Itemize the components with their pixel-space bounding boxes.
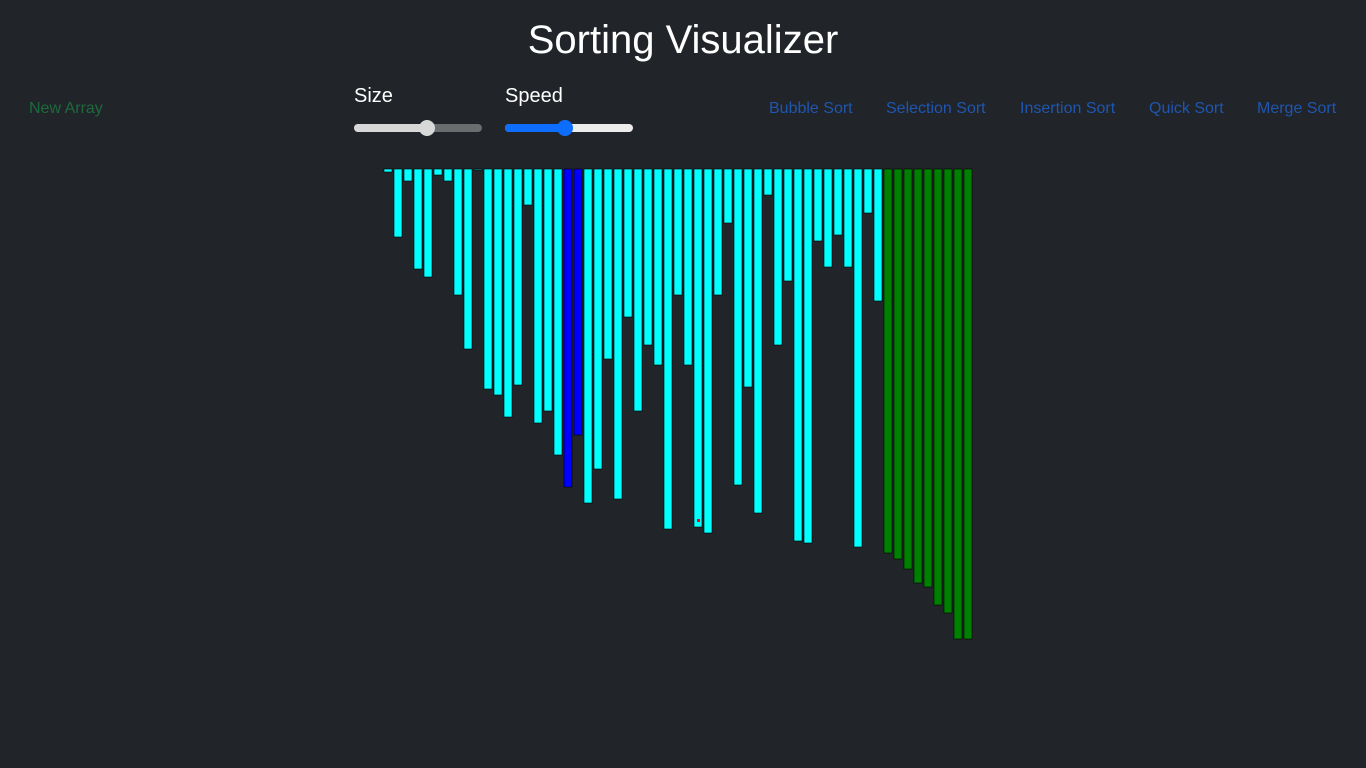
speed-slider-thumb[interactable] — [557, 120, 574, 136]
array-bar — [933, 168, 943, 606]
selection-sort-button[interactable]: Selection Sort — [886, 100, 986, 117]
size-slider-fill — [354, 124, 427, 132]
array-bar — [883, 168, 893, 554]
array-bar — [433, 168, 443, 176]
array-bar — [943, 168, 953, 614]
array-bar — [733, 168, 743, 486]
array-bar — [613, 168, 623, 500]
size-control: Size — [354, 85, 482, 136]
speed-slider-fill — [505, 124, 566, 132]
array-bar — [603, 168, 613, 360]
array-bar — [593, 168, 603, 470]
array-bar — [443, 168, 453, 182]
array-bar — [633, 168, 643, 412]
array-bar — [453, 168, 463, 296]
array-bar — [533, 168, 543, 424]
array-bar — [683, 168, 693, 366]
size-slider[interactable] — [354, 120, 482, 136]
array-bar — [563, 168, 573, 488]
array-bar — [403, 168, 413, 182]
array-bar — [813, 168, 823, 242]
array-bar — [923, 168, 933, 588]
size-slider-thumb[interactable] — [418, 120, 435, 136]
speed-slider[interactable] — [505, 120, 633, 136]
array-bar — [873, 168, 883, 302]
array-bar — [663, 168, 673, 530]
bubble-sort-button[interactable]: Bubble Sort — [769, 100, 853, 117]
array-bar — [913, 168, 923, 584]
page-title: Sorting Visualizer — [527, 18, 839, 62]
array-bar — [893, 168, 903, 560]
array-bar — [483, 168, 493, 390]
array-bar — [423, 168, 433, 278]
array-bar — [393, 168, 403, 238]
array-bar — [703, 168, 713, 534]
array-bar — [493, 168, 503, 396]
array-bar — [823, 168, 833, 268]
insertion-sort-button[interactable]: Insertion Sort — [1020, 100, 1116, 117]
array-bar — [753, 168, 763, 514]
array-bar — [793, 168, 803, 542]
speed-label: Speed — [505, 85, 563, 107]
array-bar — [743, 168, 753, 388]
array-bar — [763, 168, 773, 196]
array-bar — [833, 168, 843, 236]
array-bar — [773, 168, 783, 346]
new-array-button[interactable]: New Array — [29, 100, 103, 117]
array-bar — [463, 168, 473, 350]
array-bar — [383, 168, 393, 173]
array-bar — [783, 168, 793, 282]
array-bar — [643, 168, 653, 346]
array-bar — [853, 168, 863, 548]
merge-sort-button[interactable]: Merge Sort — [1257, 100, 1337, 117]
array-bar — [803, 168, 813, 544]
size-label: Size — [354, 85, 393, 107]
pivot-marker — [697, 519, 700, 522]
array-bar — [513, 168, 523, 386]
array-bar — [553, 168, 563, 456]
array-bar — [713, 168, 723, 296]
array-bar — [503, 168, 513, 418]
speed-control: Speed — [505, 85, 633, 136]
array-bar — [583, 168, 593, 504]
array-bar — [573, 168, 583, 436]
array-bar — [653, 168, 663, 366]
array-bar — [473, 168, 483, 171]
array-bar — [843, 168, 853, 268]
array-bar — [693, 168, 703, 528]
array-bar — [903, 168, 913, 570]
array-bar — [413, 168, 423, 270]
array-bar — [523, 168, 533, 206]
array-bar — [963, 168, 973, 640]
array-bar — [863, 168, 873, 214]
array-bar — [723, 168, 733, 224]
array-bar — [953, 168, 963, 640]
array-bar — [543, 168, 553, 412]
quick-sort-button[interactable]: Quick Sort — [1149, 100, 1224, 117]
array-bar — [673, 168, 683, 296]
array-bar — [623, 168, 633, 318]
